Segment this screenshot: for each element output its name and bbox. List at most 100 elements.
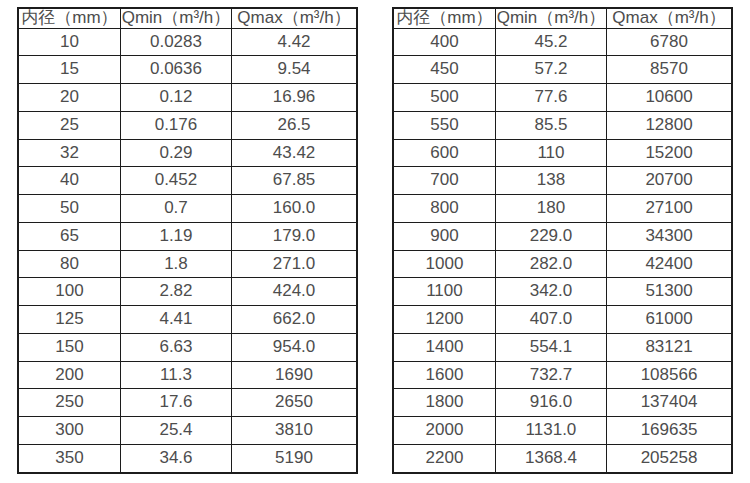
flow-range-tables-page: 内径（mm） Qmin（m³/h） Qmax（m³/h） 100.02834.4… [0, 0, 750, 483]
table-cell: 800 [393, 195, 495, 223]
table-row: 60011015200 [393, 139, 732, 167]
table-cell: 25 [18, 111, 120, 139]
table-cell: 1368.4 [495, 444, 606, 473]
table-cell: 100 [18, 278, 120, 306]
table-cell: 205258 [607, 444, 732, 473]
table-cell: 51300 [607, 278, 732, 306]
column-header-diameter: 内径（mm） [393, 8, 495, 28]
table-cell: 179.0 [232, 222, 357, 250]
table-row: 200.1216.96 [18, 84, 357, 112]
table-cell: 180 [495, 195, 606, 223]
table-cell: 169635 [607, 417, 732, 445]
table-cell: 34300 [607, 222, 732, 250]
table-cell: 2.82 [120, 278, 231, 306]
table-row: 1000282.042400 [393, 250, 732, 278]
table-cell: 85.5 [495, 111, 606, 139]
table-row: 1506.63954.0 [18, 333, 357, 361]
table-cell: 25.4 [120, 417, 231, 445]
table-row: 900229.034300 [393, 222, 732, 250]
table-row: 45057.28570 [393, 56, 732, 84]
table-cell: 1100 [393, 278, 495, 306]
table-cell: 282.0 [495, 250, 606, 278]
flow-table-small-diameters: 内径（mm） Qmin（m³/h） Qmax（m³/h） 100.02834.4… [17, 7, 358, 474]
table-cell: 4.41 [120, 306, 231, 334]
table-cell: 11.3 [120, 361, 231, 389]
table-cell: 0.0283 [120, 28, 231, 56]
table-cell: 1.19 [120, 222, 231, 250]
table-row: 651.19179.0 [18, 222, 357, 250]
header-row: 内径（mm） Qmin（m³/h） Qmax（m³/h） [18, 8, 357, 28]
table-row: 55085.512800 [393, 111, 732, 139]
table-cell: 424.0 [232, 278, 357, 306]
table-cell: 16.96 [232, 84, 357, 112]
table-cell: 1800 [393, 389, 495, 417]
table-cell: 43.42 [232, 139, 357, 167]
table-cell: 150 [18, 333, 120, 361]
table-cell: 554.1 [495, 333, 606, 361]
table-cell: 26.5 [232, 111, 357, 139]
table-row: 1600732.7108566 [393, 361, 732, 389]
table-cell: 8570 [607, 56, 732, 84]
table-cell: 900 [393, 222, 495, 250]
table-cell: 271.0 [232, 250, 357, 278]
table-row: 30025.43810 [18, 417, 357, 445]
column-header-qmax: Qmax（m³/h） [607, 8, 732, 28]
table-cell: 0.7 [120, 195, 231, 223]
table-cell: 27100 [607, 195, 732, 223]
table-cell: 15200 [607, 139, 732, 167]
table-cell: 9.54 [232, 56, 357, 84]
table-row: 22001368.4205258 [393, 444, 732, 473]
table-cell: 600 [393, 139, 495, 167]
table-cell: 80 [18, 250, 120, 278]
table-cell: 6.63 [120, 333, 231, 361]
table-cell: 138 [495, 167, 606, 195]
table-row: 35034.65190 [18, 444, 357, 473]
table-row: 1100342.051300 [393, 278, 732, 306]
table-cell: 160.0 [232, 195, 357, 223]
table-cell: 1600 [393, 361, 495, 389]
table-cell: 2000 [393, 417, 495, 445]
table-row: 250.17626.5 [18, 111, 357, 139]
table-cell: 110 [495, 139, 606, 167]
table-cell: 407.0 [495, 306, 606, 334]
table-cell: 1000 [393, 250, 495, 278]
table-cell: 137404 [607, 389, 732, 417]
table-cell: 450 [393, 56, 495, 84]
header-row: 内径（mm） Qmin（m³/h） Qmax（m³/h） [393, 8, 732, 28]
table-row: 801.8271.0 [18, 250, 357, 278]
table-row: 20011.31690 [18, 361, 357, 389]
table-cell: 0.29 [120, 139, 231, 167]
table-row: 20001131.0169635 [393, 417, 732, 445]
table-header: 内径（mm） Qmin（m³/h） Qmax（m³/h） [393, 8, 732, 28]
table-cell: 4.42 [232, 28, 357, 56]
table-cell: 300 [18, 417, 120, 445]
table-row: 25017.62650 [18, 389, 357, 417]
column-header-qmin: Qmin（m³/h） [495, 8, 606, 28]
column-header-diameter: 内径（mm） [18, 8, 120, 28]
table-cell: 65 [18, 222, 120, 250]
table-cell: 17.6 [120, 389, 231, 417]
table-cell: 200 [18, 361, 120, 389]
table-row: 320.2943.42 [18, 139, 357, 167]
table-cell: 10600 [607, 84, 732, 112]
table-cell: 57.2 [495, 56, 606, 84]
table-cell: 20 [18, 84, 120, 112]
table-body: 40045.2678045057.2857050077.61060055085.… [393, 28, 732, 473]
table-cell: 1131.0 [495, 417, 606, 445]
table-row: 70013820700 [393, 167, 732, 195]
table-cell: 32 [18, 139, 120, 167]
table-cell: 15 [18, 56, 120, 84]
table-cell: 1.8 [120, 250, 231, 278]
column-header-qmin: Qmin（m³/h） [120, 8, 231, 28]
flow-table-large-diameters: 内径（mm） Qmin（m³/h） Qmax（m³/h） 40045.26780… [392, 7, 733, 474]
table-cell: 400 [393, 28, 495, 56]
table-cell: 229.0 [495, 222, 606, 250]
table-row: 40045.26780 [393, 28, 732, 56]
table-cell: 916.0 [495, 389, 606, 417]
table-cell: 350 [18, 444, 120, 473]
table-row: 1002.82424.0 [18, 278, 357, 306]
table-cell: 700 [393, 167, 495, 195]
table-cell: 0.0636 [120, 56, 231, 84]
table-body: 100.02834.42150.06369.54200.1216.96250.1… [18, 28, 357, 473]
table-cell: 61000 [607, 306, 732, 334]
